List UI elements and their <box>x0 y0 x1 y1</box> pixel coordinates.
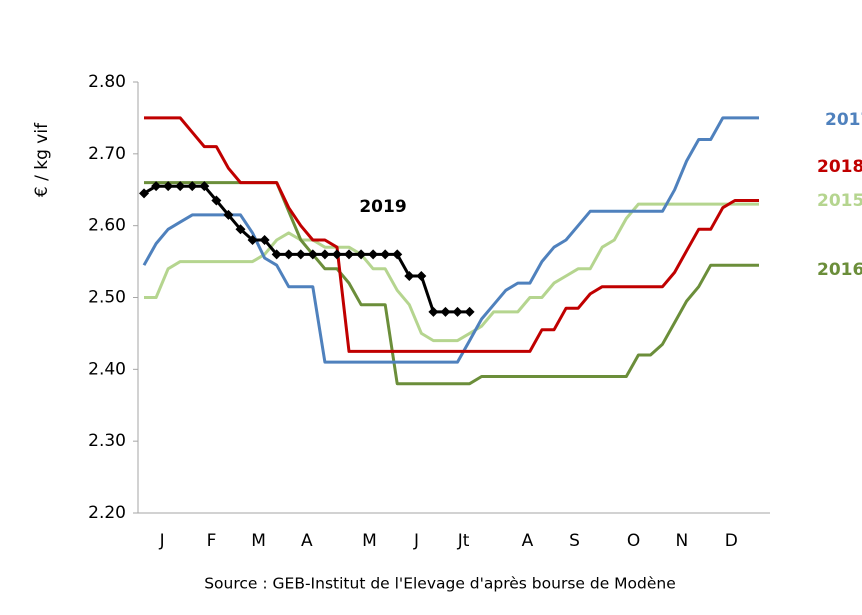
series-marker <box>223 209 234 220</box>
series-marker <box>368 249 379 260</box>
series-marker <box>416 270 427 281</box>
y-tick-label: 2.20 <box>88 503 126 523</box>
series-marker <box>139 188 150 199</box>
x-tick-label: M <box>362 531 377 551</box>
series-marker <box>247 235 258 246</box>
series-marker <box>319 249 330 260</box>
series-line <box>143 184 470 314</box>
x-tick-label: S <box>569 531 580 551</box>
series-marker <box>283 249 294 260</box>
series-marker <box>211 195 222 206</box>
x-tick-label: M <box>251 531 266 551</box>
source-note: Source : GEB-Institut de l'Elevage d'apr… <box>204 575 676 593</box>
x-tick-label: N <box>675 531 688 551</box>
series-marker <box>356 249 367 260</box>
series-marker <box>392 249 403 260</box>
series-label: 2015 <box>817 191 862 211</box>
series-marker <box>259 235 270 246</box>
series-marker <box>199 181 210 192</box>
series-label: 2018 <box>817 157 862 177</box>
series-label: 2019 <box>359 197 406 217</box>
y-tick-label: 2.60 <box>88 216 126 236</box>
x-tick-label: D <box>725 531 738 551</box>
x-tick-label: O <box>627 531 640 551</box>
y-tick-label: 2.30 <box>88 431 126 451</box>
series-marker <box>464 306 475 317</box>
series-label: 2016 <box>817 260 862 280</box>
series-line <box>144 116 759 353</box>
x-tick-label: J <box>159 531 165 551</box>
series-label: 2017 <box>825 110 862 130</box>
series-marker <box>440 306 451 317</box>
y-tick-label: 2.40 <box>88 359 126 379</box>
x-tick-label: J <box>413 531 419 551</box>
series-marker <box>187 181 198 192</box>
series-marker <box>151 181 162 192</box>
series-marker <box>452 306 463 317</box>
series-marker <box>428 306 439 317</box>
series-marker <box>235 224 246 235</box>
series-marker <box>175 181 186 192</box>
series-marker <box>344 249 355 260</box>
series-marker <box>331 249 342 260</box>
series-marker <box>295 249 306 260</box>
series-marker <box>163 181 174 192</box>
series-marker <box>307 249 318 260</box>
series-line <box>142 116 759 364</box>
x-tick-label: F <box>207 531 217 551</box>
x-tick-label: A <box>301 531 313 551</box>
y-tick-label: 2.80 <box>88 72 126 92</box>
x-tick-label: Jt <box>457 531 470 551</box>
y-axis-label: € / kg vif <box>32 122 52 197</box>
series-line <box>144 202 759 343</box>
series-marker <box>271 249 282 260</box>
y-tick-label: 2.70 <box>88 144 126 164</box>
series-marker <box>380 249 391 260</box>
x-tick-label: A <box>522 531 534 551</box>
series-marker <box>404 270 415 281</box>
y-tick-label: 2.50 <box>88 288 126 308</box>
